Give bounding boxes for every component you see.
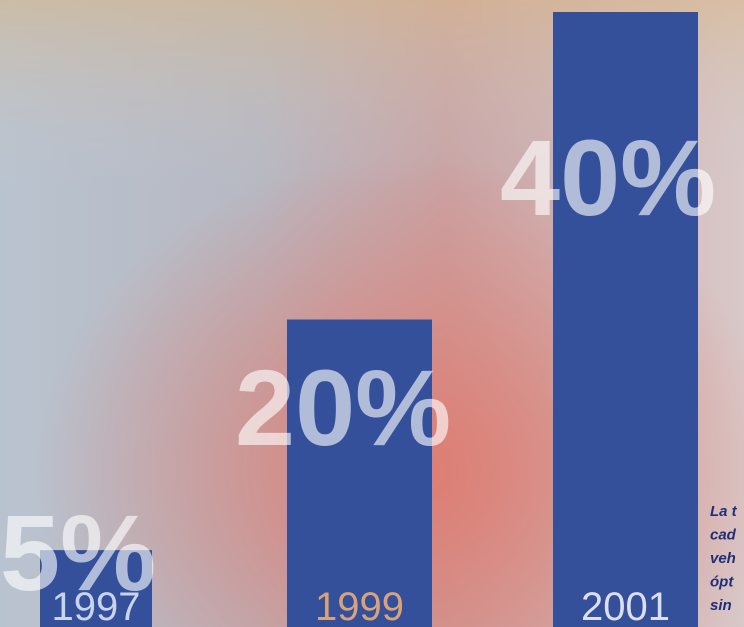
annotation-line: cad: [710, 527, 737, 544]
chart: La tcadvehóptsin 19975%199920%200140%: [0, 0, 744, 627]
bar: [553, 12, 698, 627]
annotation-line: veh: [710, 550, 736, 567]
value-label: 20%: [235, 347, 451, 468]
annotation-line: ópt: [710, 574, 734, 591]
value-label: 40%: [500, 117, 716, 238]
x-tick-label: 2001: [581, 585, 670, 627]
annotation-line: sin: [710, 597, 732, 614]
x-tick-label: 1999: [315, 585, 404, 627]
value-label: 5%: [0, 492, 156, 613]
annotation-line: La t: [710, 503, 738, 520]
page: La tcadvehóptsin 19975%199920%200140% ((…: [0, 0, 744, 627]
